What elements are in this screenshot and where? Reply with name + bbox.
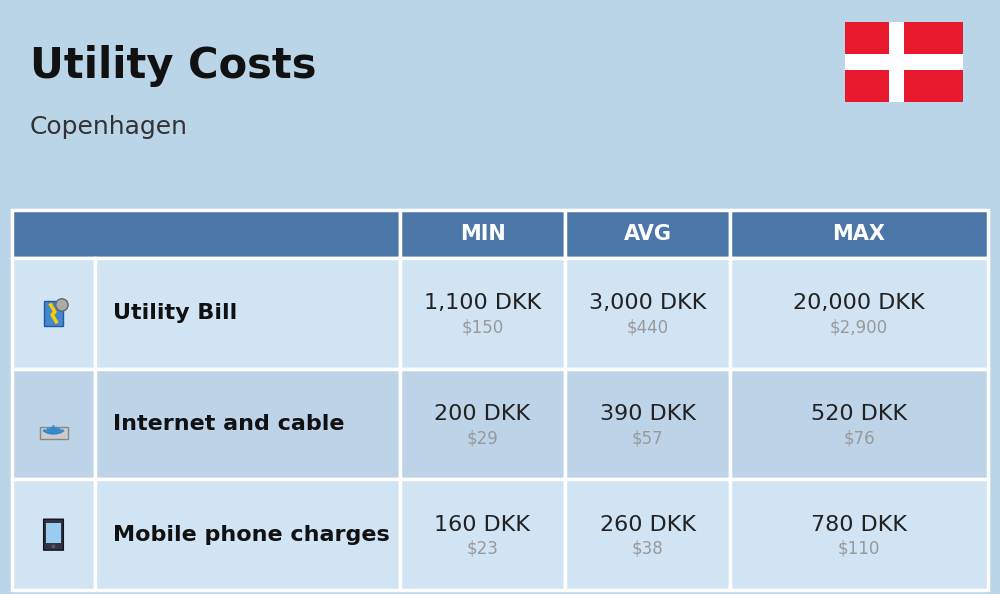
Bar xyxy=(400,210,565,258)
Bar xyxy=(95,479,400,590)
Text: 390 DKK: 390 DKK xyxy=(600,404,696,424)
Text: 3,000 DKK: 3,000 DKK xyxy=(589,293,706,313)
Text: Mobile phone charges: Mobile phone charges xyxy=(113,525,390,545)
Text: $76: $76 xyxy=(843,429,875,447)
Bar xyxy=(46,523,61,543)
Bar xyxy=(889,22,904,102)
Text: 20,000 DKK: 20,000 DKK xyxy=(793,293,925,313)
Bar xyxy=(565,258,730,369)
Text: 520 DKK: 520 DKK xyxy=(811,404,907,424)
Bar xyxy=(95,369,400,479)
Text: Internet and cable: Internet and cable xyxy=(113,414,344,434)
Bar xyxy=(565,369,730,479)
Text: MAX: MAX xyxy=(832,224,886,244)
Bar xyxy=(730,369,988,479)
Bar xyxy=(12,369,95,479)
Bar xyxy=(40,427,68,440)
Text: $150: $150 xyxy=(461,318,504,336)
Bar xyxy=(565,479,730,590)
Circle shape xyxy=(52,545,55,548)
Bar xyxy=(95,258,400,369)
Bar xyxy=(730,479,988,590)
Bar xyxy=(12,210,400,258)
Text: $57: $57 xyxy=(632,429,663,447)
Text: $440: $440 xyxy=(626,318,669,336)
Text: 160 DKK: 160 DKK xyxy=(434,514,530,535)
Text: 200 DKK: 200 DKK xyxy=(434,404,531,424)
Text: $38: $38 xyxy=(632,540,663,558)
Bar xyxy=(845,54,963,70)
Bar xyxy=(400,479,565,590)
Bar xyxy=(44,301,63,326)
Bar xyxy=(845,22,963,102)
Bar xyxy=(565,210,730,258)
Text: $23: $23 xyxy=(467,540,498,558)
Bar xyxy=(730,258,988,369)
Text: $29: $29 xyxy=(467,429,498,447)
Text: Copenhagen: Copenhagen xyxy=(30,115,188,139)
Text: 780 DKK: 780 DKK xyxy=(811,514,907,535)
Bar xyxy=(12,479,95,590)
Text: $110: $110 xyxy=(838,540,880,558)
Text: AVG: AVG xyxy=(624,224,672,244)
Bar xyxy=(400,369,565,479)
Bar xyxy=(12,258,95,369)
Text: 1,100 DKK: 1,100 DKK xyxy=(424,293,541,313)
Text: $2,900: $2,900 xyxy=(830,318,888,336)
Text: Utility Bill: Utility Bill xyxy=(113,304,237,323)
FancyBboxPatch shape xyxy=(44,519,63,550)
Text: Utility Costs: Utility Costs xyxy=(30,45,316,87)
Text: 260 DKK: 260 DKK xyxy=(600,514,696,535)
Circle shape xyxy=(56,299,68,311)
Circle shape xyxy=(52,425,55,427)
Text: MIN: MIN xyxy=(460,224,505,244)
Bar xyxy=(730,210,988,258)
Bar xyxy=(400,258,565,369)
